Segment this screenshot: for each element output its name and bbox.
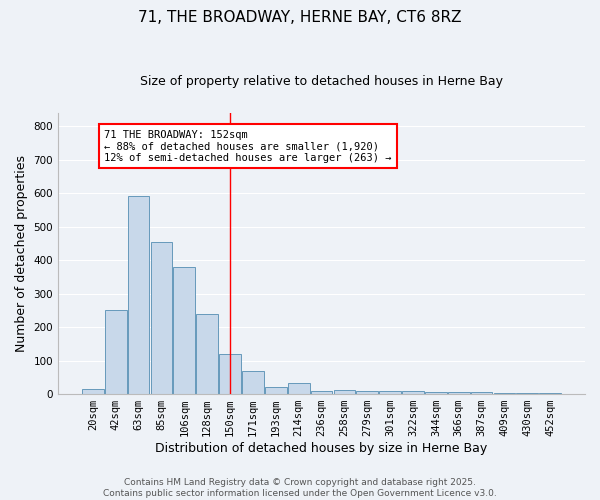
Bar: [356, 390, 378, 394]
Bar: [105, 310, 127, 394]
Bar: [173, 267, 195, 394]
Text: 71 THE BROADWAY: 152sqm
← 88% of detached houses are smaller (1,920)
12% of semi: 71 THE BROADWAY: 152sqm ← 88% of detache…: [104, 130, 392, 162]
Bar: [448, 392, 470, 394]
Bar: [402, 390, 424, 394]
Text: 71, THE BROADWAY, HERNE BAY, CT6 8RZ: 71, THE BROADWAY, HERNE BAY, CT6 8RZ: [138, 10, 462, 25]
Bar: [311, 390, 332, 394]
Bar: [82, 389, 104, 394]
Bar: [425, 392, 447, 394]
Bar: [196, 314, 218, 394]
Title: Size of property relative to detached houses in Herne Bay: Size of property relative to detached ho…: [140, 75, 503, 88]
Bar: [288, 384, 310, 394]
Bar: [471, 392, 493, 394]
Bar: [128, 196, 149, 394]
Bar: [334, 390, 355, 394]
Bar: [265, 388, 287, 394]
X-axis label: Distribution of detached houses by size in Herne Bay: Distribution of detached houses by size …: [155, 442, 488, 455]
Y-axis label: Number of detached properties: Number of detached properties: [15, 155, 28, 352]
Bar: [242, 370, 264, 394]
Bar: [379, 392, 401, 394]
Bar: [219, 354, 241, 394]
Bar: [151, 242, 172, 394]
Text: Contains HM Land Registry data © Crown copyright and database right 2025.
Contai: Contains HM Land Registry data © Crown c…: [103, 478, 497, 498]
